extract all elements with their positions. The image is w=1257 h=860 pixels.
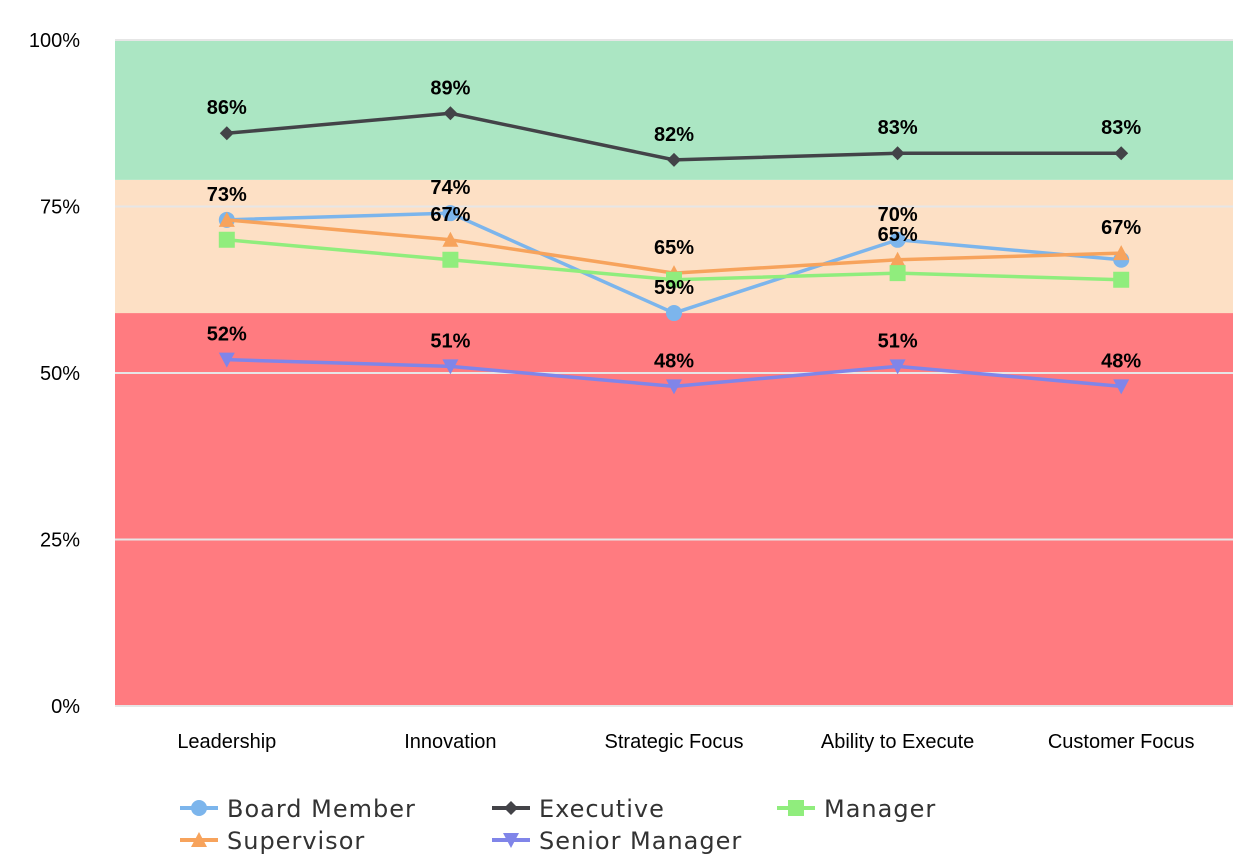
data-point-senior-manager [218,352,235,368]
data-point-executive [443,106,458,121]
legend-label: Executive [539,795,665,823]
data-label-senior-manager: 48% [654,350,694,372]
x-axis-tick-labels: Leadership Innovation Strategic Focus Abili… [177,731,1194,753]
data-label-executive: 83% [878,117,918,139]
data-label-board-member: 70% [878,204,918,226]
x-tick-label: Customer Focus [1048,731,1195,753]
data-label-supervisor: 65% [654,237,694,259]
x-tick-label: Ability to Execute [821,731,974,753]
legend-item-executive[interactable]: Executive [492,795,665,823]
y-tick-label: 0% [51,696,80,718]
data-point-executive [1114,146,1129,161]
data-point-senior-manager [442,359,459,375]
legend-item-senior-manager[interactable]: Senior Manager [492,827,742,855]
data-point-supervisor [218,211,235,227]
series-lines [218,106,1130,395]
y-axis-tick-labels: 0% 25% 50% 75% 100% [29,30,80,718]
data-point-senior-manager [666,379,682,395]
data-point-manager [218,231,235,248]
data-point-board-member [889,231,906,248]
y-tick-label: 75% [40,197,80,219]
legend-label: Board Member [227,795,416,823]
data-labels: 86% 89% 82% 83% 83% 73% 74% 59% 70% 67% 65% 65% 67% 5… [207,77,1142,372]
data-point-manager [889,265,906,282]
legend-marker-executive [504,801,518,815]
data-label-senior-manager: 52% [207,324,247,346]
x-tick-label: Innovation [404,731,496,753]
data-point-senior-manager [889,359,906,375]
data-point-board-member [442,205,459,222]
series-executive [219,106,1129,167]
data-point-executive [219,126,234,141]
legend-label: Manager [824,795,936,823]
legend-label: Supervisor [227,827,365,855]
y-tick-label: 100% [29,30,80,52]
y-tick-label: 50% [40,363,80,385]
data-point-supervisor [889,251,906,267]
data-label-board-member: 74% [430,177,470,199]
series-manager [218,231,1130,288]
legend-marker-senior-manager [503,833,519,848]
x-tick-label: Strategic Focus [605,731,744,753]
data-label-supervisor: 67% [1101,217,1141,239]
data-label-senior-manager: 51% [878,330,918,352]
data-point-manager [442,251,459,268]
data-label-senior-manager: 51% [430,330,470,352]
x-tick-label: Leadership [177,731,276,753]
legend-item-board-member[interactable]: Board Member [180,795,416,823]
legend-marker-manager [788,800,804,816]
data-point-manager [1113,271,1130,288]
data-point-board-member [666,305,682,322]
series-senior-manager [218,352,1130,395]
legend-item-manager[interactable]: Manager [777,795,936,823]
data-point-executive [667,152,681,167]
data-point-supervisor [442,231,459,247]
data-label-executive: 83% [1101,117,1141,139]
data-label-board-member: 73% [207,184,247,206]
data-point-senior-manager [1113,379,1130,395]
data-label-executive: 82% [654,124,694,146]
data-label-supervisor: 65% [878,224,918,246]
data-point-executive [890,146,905,161]
data-label-executive: 86% [207,97,247,119]
data-point-supervisor [1113,245,1130,261]
legend-marker-supervisor [191,832,207,847]
legend: Board Member Executive Manager Supervisor Se… [180,795,936,855]
data-point-manager [666,271,682,288]
grid-lines [115,39,1233,707]
data-label-supervisor: 67% [430,204,470,226]
y-tick-label: 25% [40,530,80,552]
legend-marker-board-member [191,800,207,816]
data-label-board-member: 59% [654,277,694,299]
legend-label: Senior Manager [539,827,742,855]
data-label-senior-manager: 48% [1101,350,1141,372]
legend-item-supervisor[interactable]: Supervisor [180,827,365,855]
data-label-executive: 89% [430,77,470,99]
